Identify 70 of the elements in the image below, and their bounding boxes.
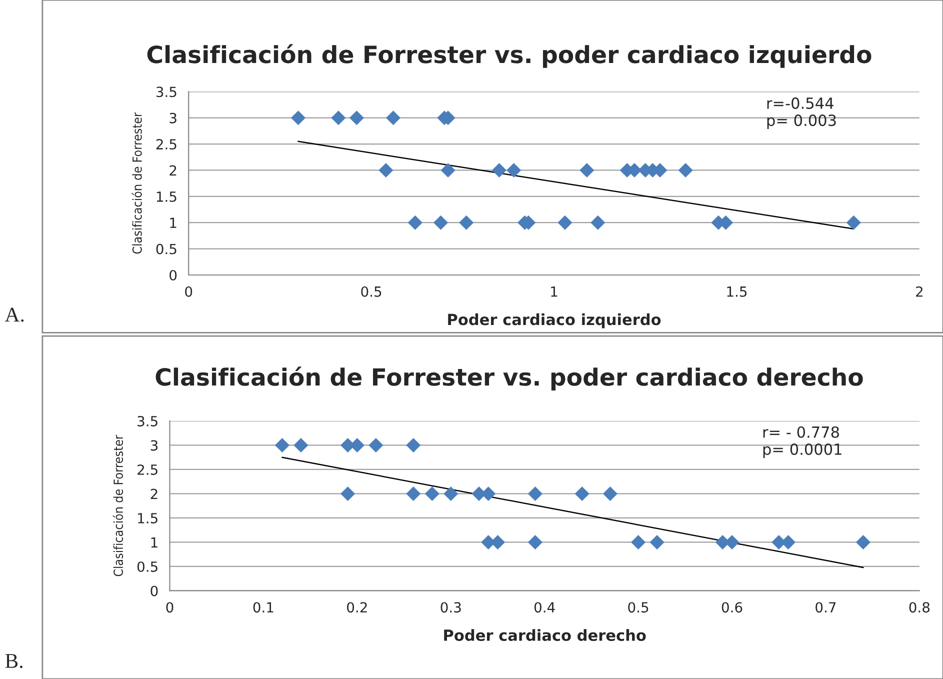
point bbox=[406, 486, 421, 502]
y-tick-label: 2.5 bbox=[156, 139, 176, 150]
annotation: r= - 0.778 p= 0.0001 bbox=[763, 426, 842, 458]
point bbox=[590, 215, 606, 230]
y-tick-label: 1.5 bbox=[138, 513, 158, 524]
point bbox=[650, 534, 664, 550]
point bbox=[294, 438, 308, 453]
point bbox=[340, 486, 356, 502]
x-tick-label: 2 bbox=[916, 286, 922, 297]
point bbox=[331, 110, 346, 126]
point bbox=[678, 162, 693, 178]
y-tick-label: 2 bbox=[150, 488, 158, 500]
annotation: r=-0.544 p= 0.003 bbox=[767, 97, 836, 130]
text: A. bbox=[4, 308, 24, 322]
chart-title: Clasificación de Forrester vs. poder cardiaco izquierdo bbox=[147, 44, 872, 68]
point bbox=[444, 486, 458, 502]
y-tick-label: 2 bbox=[170, 165, 176, 176]
point bbox=[424, 486, 440, 502]
y-tick-label: 1 bbox=[170, 218, 176, 228]
x-tick-label: 0.3 bbox=[440, 602, 461, 613]
y-tick-label: 3 bbox=[150, 440, 158, 451]
x-tick-label: 1 bbox=[551, 286, 558, 297]
y-tick-label: 0 bbox=[170, 270, 177, 280]
x-axis-title: Poder cardiaco derecho bbox=[444, 629, 646, 641]
y-tick-label: 0.5 bbox=[156, 244, 176, 254]
text: B. bbox=[5, 654, 22, 668]
x-tick-label: 0.7 bbox=[816, 602, 836, 613]
y-tick-label: 1 bbox=[151, 537, 158, 548]
point bbox=[528, 534, 542, 550]
y-axis-title: Clasificación de Forrester bbox=[132, 112, 142, 254]
x-tick-label: 0.5 bbox=[361, 286, 382, 297]
chart-title: Clasificación de Forrester vs. poder cardiaco derecho bbox=[156, 366, 863, 390]
y-tick-label: 1.5 bbox=[156, 192, 176, 202]
y-tick-label: 3 bbox=[170, 112, 176, 124]
point bbox=[459, 215, 474, 230]
y-axis-title: Clasificación de Forrester bbox=[112, 434, 124, 576]
point bbox=[349, 110, 364, 126]
y-tick-label: 3.5 bbox=[138, 416, 158, 426]
x-axis-title: Poder cardiaco izquierdo bbox=[448, 313, 661, 328]
x-tick-label: 0.5 bbox=[628, 602, 648, 613]
point bbox=[386, 110, 401, 126]
point bbox=[368, 438, 384, 453]
x-tick-label: 0.8 bbox=[909, 602, 930, 613]
point bbox=[506, 162, 522, 178]
x-tick-label: 0.4 bbox=[534, 602, 555, 613]
point bbox=[378, 162, 394, 178]
point bbox=[408, 215, 422, 230]
point bbox=[574, 486, 590, 502]
y-tick-label: 3.5 bbox=[156, 86, 176, 98]
x-tick-label: 0.2 bbox=[347, 602, 367, 613]
x-tick-label: 0 bbox=[185, 286, 192, 297]
point bbox=[602, 486, 618, 502]
point bbox=[528, 486, 542, 502]
point bbox=[631, 534, 646, 550]
y-tick-label: 0.5 bbox=[137, 561, 158, 572]
point bbox=[440, 162, 456, 178]
point bbox=[558, 215, 572, 230]
point bbox=[846, 215, 861, 230]
y-tick-label: 0 bbox=[150, 586, 158, 596]
point bbox=[274, 438, 290, 453]
point bbox=[492, 162, 506, 178]
point bbox=[856, 534, 870, 550]
point bbox=[580, 162, 594, 178]
point bbox=[433, 215, 448, 230]
y-tick-label: 2.5 bbox=[138, 464, 158, 475]
point bbox=[406, 438, 421, 453]
point bbox=[290, 110, 306, 126]
x-tick-label: 0.6 bbox=[722, 602, 742, 613]
x-tick-label: 1.5 bbox=[727, 286, 747, 297]
x-tick-label: 0.1 bbox=[253, 602, 274, 613]
